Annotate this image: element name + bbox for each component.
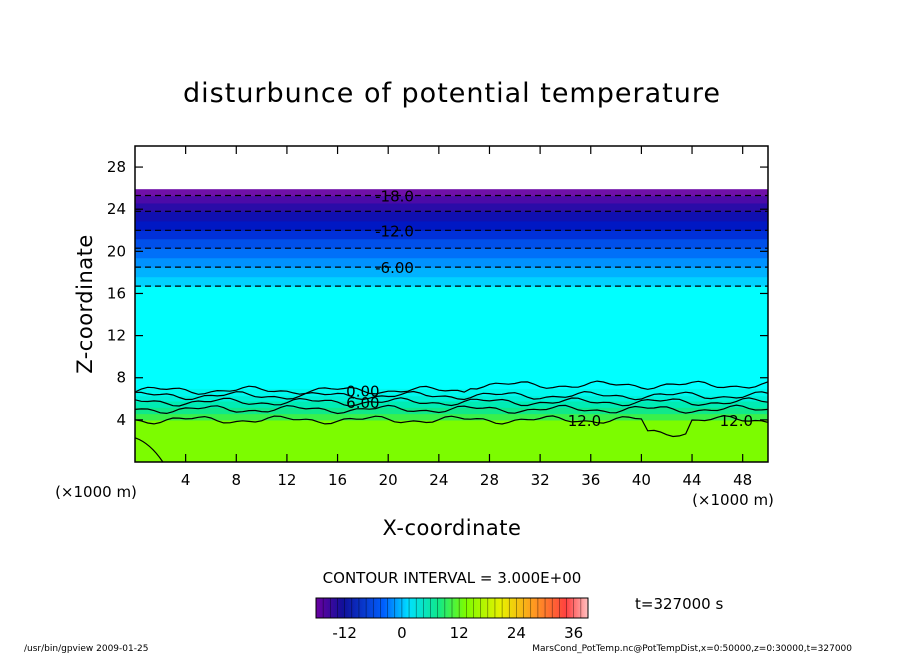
colorbar-tick-label-2: 12 <box>450 624 469 642</box>
y-axis-label: Z-coordinate <box>73 234 97 374</box>
y-tick-label-5: 24 <box>107 200 126 218</box>
x-unit-left: (×1000 m) <box>55 483 137 501</box>
contour-line-7 <box>135 390 768 401</box>
heatmap-band-2 <box>135 407 768 415</box>
chart-title: disturbunce of potential temperature <box>183 78 721 109</box>
x-axis-ticks: 4 8 12 16 20 24 28 32 36 40 44 48 <box>181 146 752 489</box>
footer-left: /usr/bin/gpview 2009-01-25 <box>24 644 148 654</box>
x-tick-label-11: 48 <box>733 471 752 489</box>
heatmap-band-15 <box>135 202 768 212</box>
y-tick-label-0: 4 <box>116 411 126 429</box>
x-tick-label-8: 36 <box>581 471 600 489</box>
x-axis-label: X-coordinate <box>383 516 522 540</box>
contour-label-2: -6.00 <box>375 259 414 277</box>
x-tick-label-0: 4 <box>181 471 191 489</box>
heatmap-band-12 <box>135 230 768 240</box>
heatmap-band-3 <box>135 400 768 408</box>
heatmap-band-16 <box>135 195 768 204</box>
heatmap-band-4 <box>135 395 768 402</box>
contour-lines <box>135 194 768 462</box>
x-tick-label-10: 44 <box>682 471 701 489</box>
contour-label-0: -18.0 <box>375 188 414 206</box>
contour-line-6 <box>135 380 768 395</box>
x-tick-label-9: 40 <box>632 471 651 489</box>
heatmap-band-5 <box>135 388 768 397</box>
contour-label-1: -12.0 <box>375 222 414 240</box>
y-tick-label-3: 16 <box>107 284 126 302</box>
heatmap-band-17 <box>135 189 768 197</box>
contour-line-10 <box>135 415 768 438</box>
contour-labels: -18.0 -12.0 -6.00 0.006.00 12.0 12.0 <box>346 188 753 430</box>
colorbar-tick-label-1: 0 <box>397 624 407 642</box>
y-tick-label-6: 28 <box>107 158 126 176</box>
heatmap-band-13 <box>135 220 768 231</box>
heatmap-band-14 <box>135 211 768 222</box>
x-tick-label-7: 32 <box>531 471 550 489</box>
heatmap-band-7 <box>135 276 768 287</box>
contour-line-corner <box>135 437 164 462</box>
y-tick-label-1: 8 <box>116 369 126 387</box>
heatmap-band-11 <box>135 238 768 249</box>
heatmap-band-8 <box>135 267 768 278</box>
y-tick-label-4: 20 <box>107 242 126 260</box>
heatmap-band-9 <box>135 257 768 268</box>
colorbar-ticks: -12 0 12 24 36 <box>332 624 583 642</box>
contour-interval-label: CONTOUR INTERVAL = 3.000E+00 <box>323 569 582 587</box>
contour-label-3: 0.00 <box>346 382 379 400</box>
contour-label-4: 6.00 <box>346 394 379 412</box>
colorbar-tick-label-0: -12 <box>332 624 357 642</box>
y-tick-label-2: 12 <box>107 327 126 345</box>
x-tick-label-2: 12 <box>277 471 296 489</box>
contour-line-8 <box>135 397 768 407</box>
plot-frame <box>134 145 769 463</box>
contour-label-5: 12.0 <box>568 412 601 430</box>
colorbar-tick-label-4: 36 <box>564 624 583 642</box>
x-tick-label-4: 20 <box>379 471 398 489</box>
heatmap-band-10 <box>135 248 768 259</box>
heatmap-band-6 <box>135 286 768 389</box>
heatmap-band-0 <box>135 419 768 462</box>
colorbar: -12 0 12 24 36 <box>315 597 589 642</box>
y-axis-ticks: 4 8 12 16 20 24 28 <box>107 158 768 429</box>
x-unit-right: (×1000 m) <box>692 491 774 509</box>
x-tick-label-1: 8 <box>232 471 242 489</box>
x-tick-label-6: 28 <box>480 471 499 489</box>
contour-label-6: 12.0 <box>720 412 753 430</box>
colorbar-tick-label-3: 24 <box>507 624 526 642</box>
time-label: t=327000 s <box>635 595 723 613</box>
heatmap-band-1 <box>135 413 768 421</box>
footer-right: MarsCond_PotTemp.nc@PotTempDist,x=0:5000… <box>532 644 852 654</box>
x-tick-label-3: 16 <box>328 471 347 489</box>
contour-line-9 <box>135 404 768 415</box>
heatmap-bands <box>135 189 768 462</box>
x-tick-label-5: 24 <box>429 471 448 489</box>
